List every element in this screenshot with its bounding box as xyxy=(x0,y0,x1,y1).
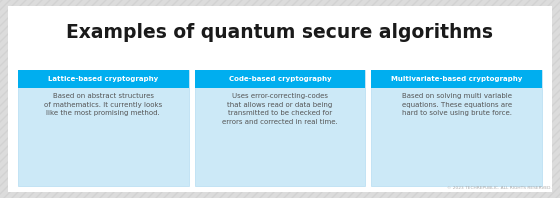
FancyBboxPatch shape xyxy=(8,6,552,192)
FancyBboxPatch shape xyxy=(195,70,365,88)
FancyBboxPatch shape xyxy=(371,70,542,88)
FancyBboxPatch shape xyxy=(18,70,189,186)
Text: Multivariate-based cryptography: Multivariate-based cryptography xyxy=(391,76,522,82)
Text: Uses error-correcting-codes
that allows read or data being
transmitted to be che: Uses error-correcting-codes that allows … xyxy=(222,93,338,125)
FancyBboxPatch shape xyxy=(371,70,542,186)
FancyBboxPatch shape xyxy=(18,70,189,88)
Text: © 2023 TECHREPUBLIC. ALL RIGHTS RESERVED.: © 2023 TECHREPUBLIC. ALL RIGHTS RESERVED… xyxy=(447,186,552,190)
Text: Code-based cryptography: Code-based cryptography xyxy=(228,76,332,82)
FancyBboxPatch shape xyxy=(195,70,365,186)
Text: Lattice-based cryptography: Lattice-based cryptography xyxy=(48,76,158,82)
Text: Examples of quantum secure algorithms: Examples of quantum secure algorithms xyxy=(67,23,493,42)
Text: Based on solving multi variable
equations. These equations are
hard to solve usi: Based on solving multi variable equation… xyxy=(402,93,512,116)
Text: Based on abstract structures
of mathematics. It currently looks
like the most pr: Based on abstract structures of mathemat… xyxy=(44,93,162,116)
